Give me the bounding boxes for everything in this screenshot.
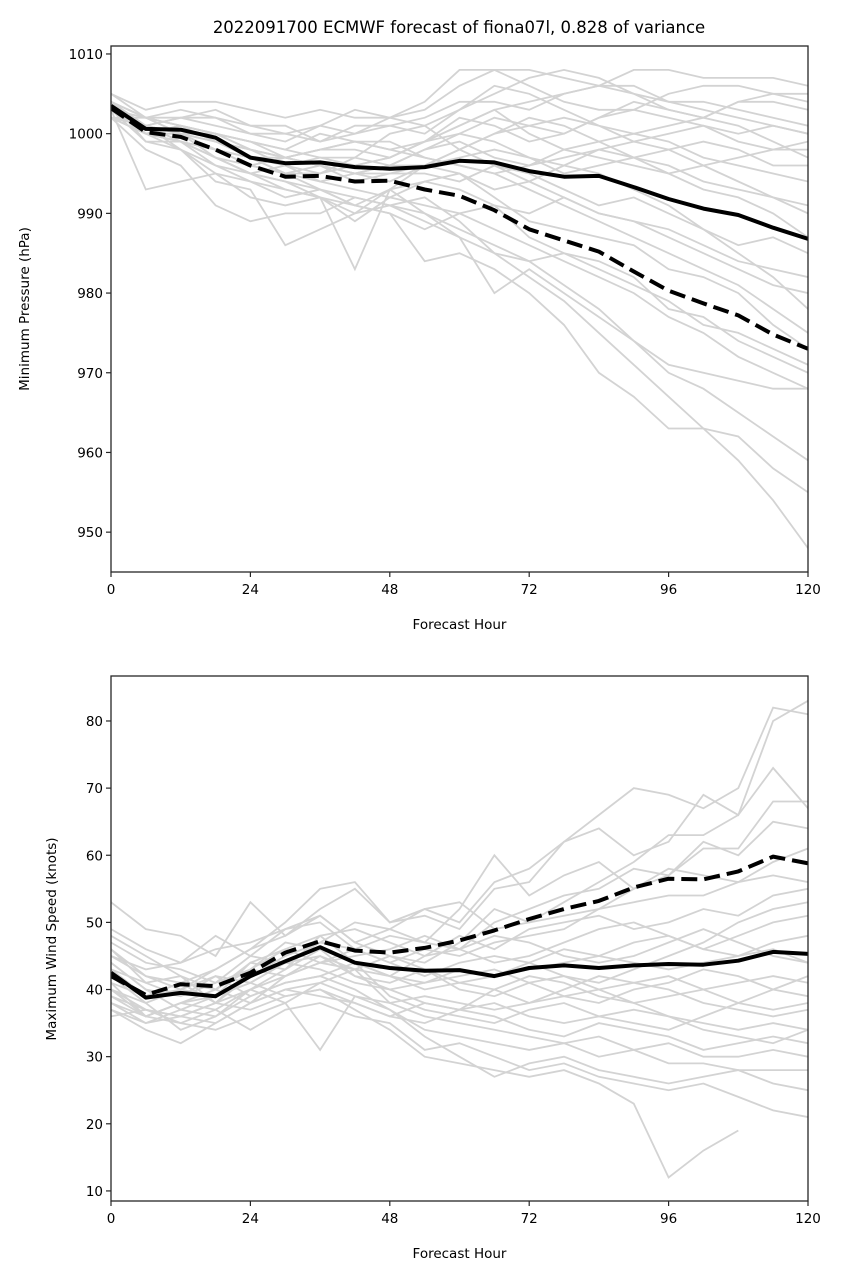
wind-member-line — [111, 766, 808, 984]
pressure-member-line — [111, 116, 808, 366]
wind-y-ticks: 10 20 30 40 50 60 70 80 — [86, 714, 111, 1200]
wind-x-tick-label: 72 — [521, 1211, 538, 1227]
pressure-axes-frame — [110, 45, 809, 573]
pressure-y-tick-label: 1000 — [69, 127, 103, 143]
pressure-y-tick-label: 990 — [77, 206, 103, 222]
pressure-ensemble-mean-line — [111, 104, 808, 241]
wind-axes-frame — [110, 675, 809, 1202]
wind-y-tick-label: 80 — [86, 714, 103, 730]
wind-x-tick-label: 120 — [795, 1211, 821, 1227]
wind-y-tick-label: 10 — [86, 1184, 103, 1200]
wind-x-tick-label: 24 — [242, 1211, 259, 1227]
wind-x-tick-label: 0 — [107, 1211, 116, 1227]
pressure-member-line — [111, 116, 808, 374]
wind-y-tick-label: 50 — [86, 915, 103, 931]
pressure-weighted-mean-line — [111, 106, 808, 351]
pressure-member-line — [111, 109, 808, 294]
pressure-member-line — [111, 109, 808, 494]
pressure-member-line — [111, 92, 808, 175]
wind-member-line — [111, 975, 808, 1025]
pressure-y-tick-label: 1010 — [69, 47, 103, 63]
pressure-y-tick-label: 950 — [77, 525, 103, 541]
wind-y-axis-label: Maximum Wind Speed (knots) — [44, 837, 60, 1040]
wind-x-axis-label: Forecast Hour — [413, 1246, 507, 1262]
pressure-member-line — [111, 84, 808, 159]
wind-weighted-mean-line — [111, 854, 808, 997]
wind-member-line — [111, 874, 808, 964]
pressure-member-line — [111, 84, 808, 143]
pressure-y-tick-label: 970 — [77, 366, 103, 382]
pressure-y-tick-label: 960 — [77, 445, 103, 461]
wind-y-tick-label: 40 — [86, 983, 103, 999]
pressure-x-tick-label: 120 — [795, 582, 821, 598]
wind-panel: 0 24 48 72 96 120 10 20 30 40 50 60 70 80 Forecast H… — [44, 675, 821, 1262]
pressure-member-line — [111, 116, 808, 310]
wind-mean-lines — [111, 854, 808, 1000]
pressure-x-ticks: 0 24 48 72 96 120 — [107, 572, 821, 598]
pressure-member-line — [111, 69, 808, 119]
pressure-ensemble-members — [111, 68, 808, 549]
wind-member-line — [111, 901, 808, 984]
wind-x-tick-label: 48 — [381, 1211, 398, 1227]
wind-member-line — [111, 995, 808, 1058]
pressure-member-line — [111, 100, 808, 207]
pressure-x-tick-label: 48 — [381, 582, 398, 598]
pressure-x-tick-label: 0 — [107, 582, 116, 598]
pressure-x-tick-label: 24 — [242, 582, 259, 598]
wind-member-line — [111, 975, 808, 1031]
wind-member-line — [111, 914, 808, 1045]
pressure-member-line — [111, 69, 808, 135]
wind-y-tick-label: 60 — [86, 848, 103, 864]
pressure-x-tick-label: 72 — [521, 582, 538, 598]
pressure-member-line — [111, 117, 808, 390]
wind-member-line — [111, 954, 808, 1018]
wind-member-line — [111, 706, 808, 958]
wind-y-tick-label: 20 — [86, 1117, 103, 1133]
pressure-mean-lines — [111, 104, 808, 351]
wind-ensemble-members — [111, 700, 808, 1179]
pressure-x-axis-label: Forecast Hour — [413, 617, 507, 633]
wind-member-line — [111, 847, 808, 1018]
pressure-y-ticks: 950 960 970 980 990 1000 1010 — [69, 47, 111, 541]
pressure-member-line — [111, 108, 808, 175]
pressure-panel: 2022091700 ECMWF forecast of fiona07l, 0… — [17, 18, 821, 633]
wind-member-line — [111, 968, 808, 1071]
wind-x-ticks: 0 24 48 72 96 120 — [107, 1201, 821, 1227]
wind-y-tick-label: 70 — [86, 781, 103, 797]
pressure-y-axis-label: Minimum Pressure (hPa) — [17, 227, 33, 391]
pressure-member-line — [111, 101, 808, 549]
wind-x-tick-label: 96 — [660, 1211, 677, 1227]
wind-ensemble-mean-line — [111, 945, 808, 1000]
wind-y-tick-label: 30 — [86, 1050, 103, 1066]
pressure-y-tick-label: 980 — [77, 286, 103, 302]
chart-title: 2022091700 ECMWF forecast of fiona07l, 0… — [213, 18, 705, 37]
wind-member-line — [111, 887, 808, 1025]
pressure-x-tick-label: 96 — [660, 582, 677, 598]
